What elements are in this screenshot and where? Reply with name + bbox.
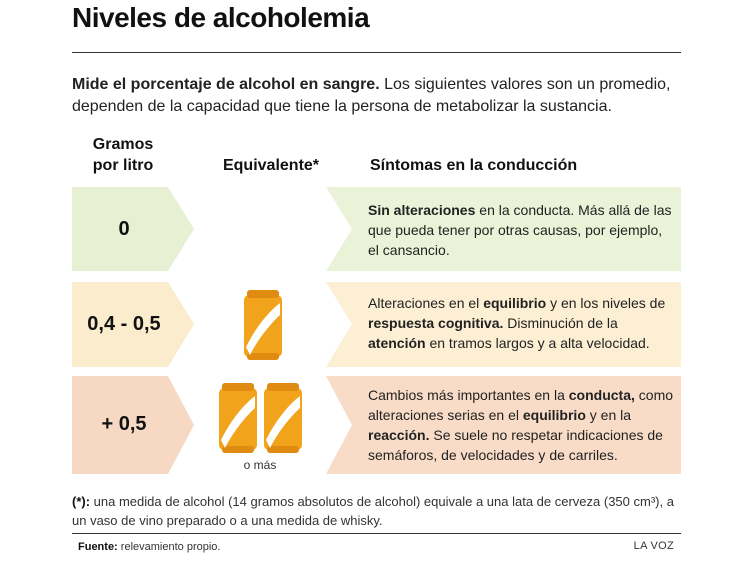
symptom-text-run: y en la	[585, 407, 632, 423]
symptom-text-run: como alteraciones serias en el	[368, 387, 674, 423]
beer-can-stripe	[246, 303, 280, 355]
level-row-2-value: + 0,5	[101, 413, 147, 435]
column-header-sintomas: Síntomas en la conducción	[370, 157, 578, 174]
symptom-text-run: y en los niveles de	[546, 295, 666, 311]
symptom-text-run: en tramos largos y a alta velocidad.	[425, 335, 650, 351]
beer-can-icon	[244, 290, 282, 360]
footer-divider	[72, 533, 681, 534]
column-header-equivalente: Equivalente*	[222, 157, 320, 174]
symptom-text-run: atención	[368, 335, 426, 351]
level-row-1-value-arrow	[72, 282, 194, 367]
symptom-text-run: Cambios más importantes en la	[368, 387, 569, 403]
column-header-gramos-line1: Gramos	[92, 136, 154, 153]
beer-can-stripe	[266, 396, 300, 448]
symptom-text-run: Sin alteraciones	[368, 202, 476, 218]
level-row-1-value: 0,4 - 0,5	[87, 313, 161, 335]
footnote: (*): una medida de alcohol (14 gramos ab…	[72, 492, 692, 530]
level-row-1-symptom-panel	[326, 282, 681, 367]
column-header-gramos-line2: por litro	[92, 157, 154, 174]
beer-can-top	[267, 383, 299, 391]
symptom-text-run: equilibrio	[483, 295, 547, 311]
source-line: Fuente: relevamiento propio.	[78, 541, 220, 553]
level-row-2-symptoms: Cambios más importantes en la conducta, …	[368, 385, 673, 465]
symptom-text-run: reacción.	[368, 427, 430, 443]
level-row-1-symptoms: Alteraciones en el equilibrio y en los n…	[368, 293, 673, 353]
level-row-0-background	[72, 187, 681, 271]
level-row-1: 0,4 - 0,5 Alteraciones en el equilibrio …	[72, 282, 681, 367]
beer-can-icon	[219, 383, 257, 453]
symptom-text-run: Se suele no respetar indicaciones de sem…	[368, 427, 663, 463]
symptom-text-run: en la conducta. Más allá de las que pued…	[368, 202, 672, 258]
intro-text: Mide el porcentaje de alcohol en sangre.…	[72, 74, 712, 118]
column-header-gramos: Gramos por litro	[78, 134, 168, 176]
title-divider	[72, 52, 681, 53]
beer-can-bottom	[267, 446, 299, 453]
beer-can-top	[222, 383, 254, 391]
beer-can-stripe	[221, 396, 255, 448]
level-row-0-symptom-panel	[326, 187, 681, 271]
intro-lead: Mide el porcentaje de alcohol en sangre.	[72, 76, 380, 93]
footnote-mark: (*):	[72, 494, 91, 509]
symptom-text-run: Disminución de la	[503, 315, 618, 331]
beer-can-icon	[264, 383, 302, 453]
footnote-text: una medida de alcohol (14 gramos absolut…	[72, 494, 674, 528]
symptom-text-run: respuesta cognitiva.	[368, 315, 504, 331]
level-row-2-symptom-panel	[326, 376, 681, 474]
level-row-0-value-arrow	[72, 187, 194, 271]
beer-can-top	[247, 290, 279, 298]
level-row-0-value: 0	[118, 218, 130, 240]
level-row-0: 0 Sin alteraciones en la conducta. Más a…	[72, 187, 681, 271]
level-row-0-symptoms: Sin alteraciones en la conducta. Más all…	[368, 200, 673, 260]
level-row-2-background	[72, 376, 681, 474]
symptom-text-run: conducta,	[568, 387, 635, 403]
page-title: Niveles de alcoholemia	[72, 2, 370, 33]
credit: LA VOZ	[633, 540, 674, 552]
symptom-text-run: Alteraciones en el	[368, 295, 484, 311]
source-text: relevamiento propio.	[117, 541, 221, 553]
symptom-text-run: equilibrio	[522, 407, 586, 423]
level-row-1-background	[72, 282, 681, 367]
intro-rest: Los siguientes valores son un promedio, …	[72, 76, 671, 115]
level-row-2: + 0,5 Cambios más importantes en la cond…	[72, 376, 681, 474]
source-label: Fuente:	[78, 541, 118, 553]
beer-can-bottom	[247, 353, 279, 360]
beer-can-bottom	[222, 446, 254, 453]
level-row-2-value-arrow	[72, 376, 194, 474]
cans-note: o más	[243, 458, 277, 472]
